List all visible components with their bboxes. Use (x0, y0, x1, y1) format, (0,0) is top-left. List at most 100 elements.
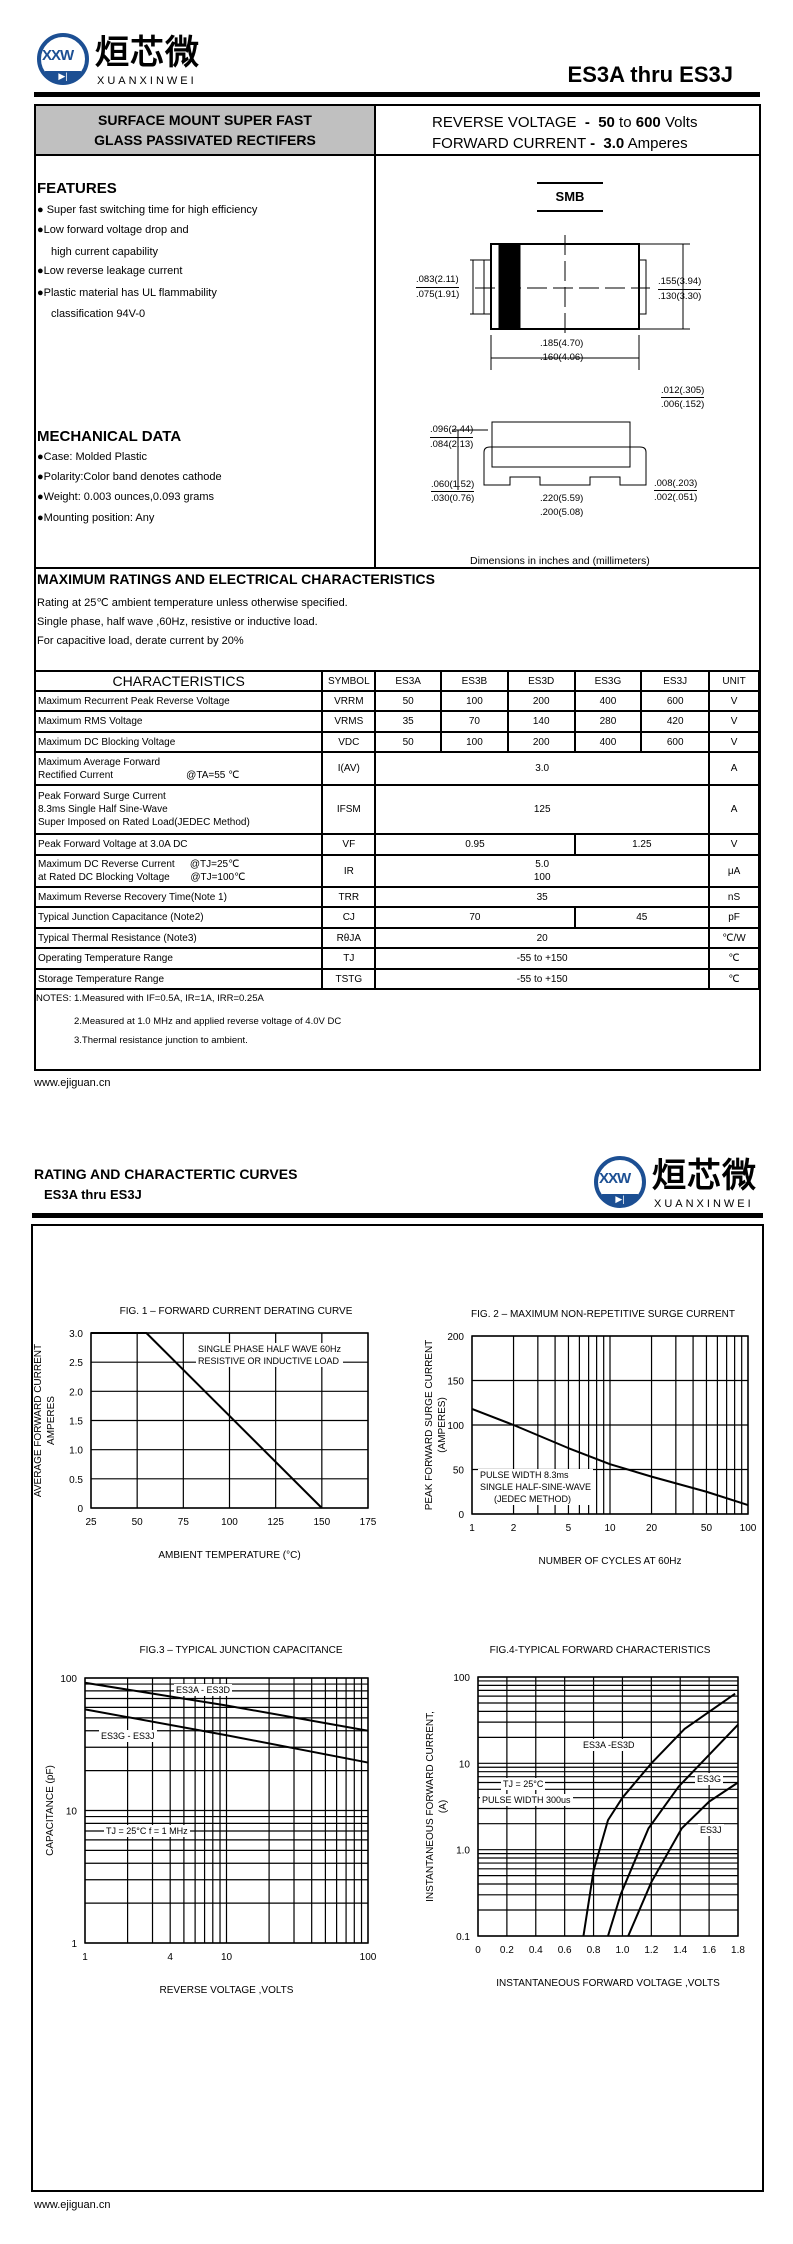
logo-mark: XXW (599, 1170, 631, 1187)
brand-logo: XXW ▶| 烜芯微 XUANXINWEI (594, 1156, 764, 1216)
col-header: CHARACTERISTICS (33, 670, 324, 692)
logo-name-cn: 烜芯微 (652, 1157, 757, 1195)
curves-title: RATING AND CHARACTERTIC CURVES (34, 1166, 298, 1182)
x-axis-label: NUMBER OF CYCLES AT 60Hz (539, 1556, 682, 1567)
fig2-surge-chart: 1 2 5 10 20 50 100 0 50 100 150 200 NUMBER OF CYCLES… (424, 1332, 757, 1567)
table-row: Typical Thermal Resistance (Note3) RθJA 20… (33, 927, 760, 949)
y-tick-label: 2.0 (69, 1387, 83, 1398)
dim-body-height: .096(2.44) .084(2.13) (430, 424, 474, 450)
y-tick-label: 200 (447, 1332, 464, 1343)
dim-standoff: .008(.203) .002(.051) (654, 478, 698, 503)
desc-line-2: GLASS PASSIVATED RECTIFERS (94, 132, 316, 148)
dim-length: .185(4.70) .160(4.06) (540, 338, 584, 363)
characteristics-table: CHARACTERISTICS SYMBOL ES3A ES3B ES3D ES… (33, 670, 760, 990)
y-tick-label: 100 (453, 1673, 470, 1684)
col-header: ES3A (374, 670, 443, 692)
product-description: SURFACE MOUNT SUPER FAST GLASS PASSIVATE… (36, 110, 374, 150)
y-tick-label: 1.5 (69, 1417, 83, 1428)
col-header: UNIT (708, 670, 760, 692)
y-tick-label: 0 (458, 1510, 464, 1521)
diode-icon: ▶| (45, 71, 81, 82)
x-tick-label: 50 (701, 1523, 713, 1534)
dim-pad: .060(1.52) .030(0.76) (431, 479, 475, 504)
column-divider (374, 104, 376, 569)
series-line-2 (607, 1724, 739, 1937)
x-tick-label: 5 (566, 1523, 572, 1534)
x-tick-label: 100 (221, 1517, 238, 1528)
col-header: SYMBOL (321, 670, 377, 692)
series-line-1 (471, 1408, 749, 1507)
dim-width: .155(3.94) .130(3.30) (658, 276, 702, 302)
x-tick-label: 0.6 (558, 1945, 572, 1956)
brand-logo: XXW ▶| 烜芯微 XUANXINWEI (37, 33, 207, 93)
footer-url[interactable]: www.ejiguan.cn (34, 1077, 111, 1089)
y-tick-label: 0.1 (456, 1932, 470, 1943)
forward-current: FORWARD CURRENT - 3.0 Amperes (432, 135, 688, 152)
series-line-1 (84, 1681, 369, 1732)
mechanical-item: Polarity:Color band denotes cathode (43, 471, 222, 483)
fig4-forward-chart: 0 0.2 0.4 0.6 0.8 1.0 1.2 1.4 1.6 1.8 0.1 1.0 10 100 I… (425, 1673, 745, 1989)
mechanical-item: Mounting position: Any (43, 512, 155, 524)
note-1: NOTES: 1.Measured with IF=0.5A, IR=1A, I… (36, 993, 264, 1004)
y-tick-label: 1.0 (456, 1846, 470, 1857)
x-tick-label: 1.4 (673, 1945, 687, 1956)
y-tick-label: 0 (77, 1504, 83, 1515)
y-tick-label: 2.5 (69, 1358, 83, 1369)
y-tick-label: 100 (447, 1421, 464, 1432)
fig2-title: FIG. 2 – MAXIMUM NON-REPETITIVE SURGE CU… (471, 1309, 735, 1320)
desc-line-1: SURFACE MOUNT SUPER FAST (98, 112, 312, 128)
x-tick-label: 2 (511, 1523, 517, 1534)
series-line-1 (582, 1692, 736, 1937)
footer-url[interactable]: www.ejiguan.cn (34, 2199, 111, 2211)
y-axis-label: (AMPERES) (437, 1397, 448, 1453)
series-line-2 (84, 1708, 369, 1764)
col-header: ES3J (640, 670, 711, 692)
x-tick-label: 125 (267, 1517, 284, 1528)
y-tick-label: 1.0 (69, 1446, 83, 1457)
col-header: ES3D (506, 670, 576, 692)
table-row: Maximum DC Blocking Voltage VDC 50 100 200 40… (33, 731, 760, 753)
x-tick-label: 10 (221, 1952, 233, 1963)
package-outline-drawing (452, 235, 690, 490)
fig2-annotation: PULSE WIDTH 8.3ms SINGLE HALF-SINE-WAVE (J… (478, 1469, 594, 1505)
ratings-summary: REVERSE VOLTAGE - 50 to 600 Volts FORWAR… (432, 112, 697, 154)
x-tick-label: 1.6 (702, 1945, 716, 1956)
dimensions-caption: Dimensions in inches and (millimeters) (470, 555, 650, 567)
feature-item: Super fast switching time for high effic… (46, 204, 258, 216)
fig4-series-label: ES3J (698, 1824, 724, 1836)
header-rule (32, 1213, 763, 1218)
x-tick-label: 4 (167, 1952, 173, 1963)
x-tick-label: 50 (132, 1517, 144, 1528)
y-axis-label: CAPACITANCE (pF) (45, 1765, 56, 1856)
section-divider (34, 567, 761, 569)
plot-border (84, 1677, 369, 1944)
y-tick-label: 50 (453, 1466, 465, 1477)
y-tick-label: 10 (66, 1807, 78, 1818)
rating-condition: For capacitive load, derate current by 2… (37, 635, 244, 647)
table-row: Maximum DC Reverse Current @TJ=25℃ at Rate… (33, 854, 760, 888)
fig4-annotation: PULSE WIDTH 300us (480, 1794, 573, 1806)
logo-name-en: XUANXINWEI (97, 75, 197, 87)
diode-icon: ▶| (602, 1194, 638, 1205)
feature-item: Low forward voltage drop and (43, 224, 189, 236)
fig3-title: FIG.3 – TYPICAL JUNCTION CAPACITANCE (139, 1645, 343, 1656)
fig1-annotation: SINGLE PHASE HALF WAVE 60Hz RESISTIVE OR … (196, 1343, 344, 1367)
dim-lead-thickness: .012(.305) .006(.152) (661, 385, 705, 410)
fig4-series-label: ES3A -ES3D (581, 1739, 637, 1751)
curves-subtitle: ES3A thru ES3J (44, 1187, 142, 1202)
logo-name-en: XUANXINWEI (654, 1198, 754, 1210)
x-tick-label: 150 (313, 1517, 330, 1528)
dim-overall-length: .220(5.59) .200(5.08) (540, 493, 584, 518)
y-axis-label: AMPERES (46, 1396, 57, 1445)
x-tick-label: 1 (469, 1523, 475, 1534)
table-row: Maximum RMS Voltage VRMS 35 70 140 280 420 V (33, 710, 760, 733)
rating-condition: Rating at 25℃ ambient temperature unless… (37, 597, 348, 609)
y-axis-label: (A) (438, 1800, 449, 1813)
table-row: Peak Forward Surge Current 8.3ms Single H… (33, 784, 760, 835)
x-axis-label: INSTANTANEOUS FORWARD VOLTAGE ,VOLTS (496, 1978, 720, 1989)
feature-item: high current capability (51, 246, 159, 258)
y-axis-label: INSTANTANEOUS FORWARD CURRENT, (425, 1711, 436, 1902)
col-header: ES3G (573, 670, 643, 692)
curves-frame (31, 1224, 764, 2192)
y-tick-label: 100 (60, 1674, 77, 1685)
